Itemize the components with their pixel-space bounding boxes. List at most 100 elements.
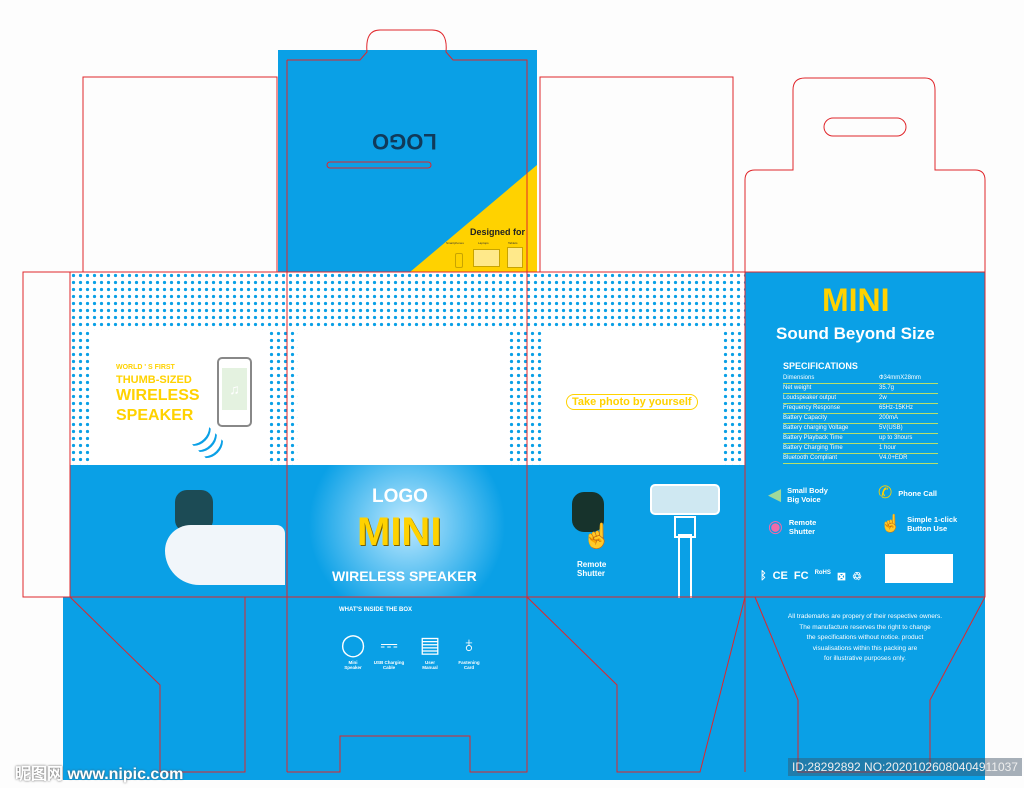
- disclaimer-line: All trademarks are propery of their resp…: [787, 613, 943, 620]
- item-line-2: Cable: [382, 665, 396, 670]
- specs-table: Dimensions Ф34mmX28mm Net weight 35.7g Louds…: [783, 374, 938, 464]
- manual-icon: ▤: [419, 632, 441, 657]
- box-item: ▤ User Manual: [413, 630, 447, 670]
- bottom-flap-back: [754, 596, 986, 773]
- spec-key: Battery charging Voltage: [783, 425, 849, 431]
- take-photo-badge: Take photo by yourself: [566, 394, 698, 410]
- halftone-mid1: [268, 330, 298, 465]
- feature-line-2: Big Voice: [787, 495, 821, 504]
- bottom-flaps: [63, 597, 985, 780]
- cert-icons: ᛒ CE FC RoHS ⊠ ♲: [760, 570, 862, 583]
- front-glow: [287, 465, 527, 597]
- box-item: ◯ Mini Speaker: [336, 630, 370, 670]
- spec-row: Loudspeaker output 2w: [783, 394, 938, 404]
- feature-line-2: Button Use: [907, 524, 948, 533]
- back-brand: MINI: [822, 282, 890, 318]
- spec-row: Battery Charging Time 1 hour: [783, 444, 938, 454]
- worlds-first: WORLD ' S FIRST: [116, 364, 175, 371]
- watermark-site: 昵图网 www.nipic.com: [15, 766, 184, 783]
- item-line-2: Card: [463, 665, 475, 670]
- spec-row: Bluetooth Compliant V4.0+EDR: [783, 454, 938, 464]
- spec-value: 65Hz-15KHz: [879, 405, 914, 411]
- box-item: ⎓ USB Charging Cable: [372, 630, 406, 670]
- device-tablets: Tablets: [508, 241, 518, 245]
- spec-key: Battery Playback Time: [783, 435, 843, 441]
- feature-line-1: Simple 1-click: [907, 515, 958, 524]
- speaker-in-hand-image: [160, 490, 285, 595]
- specs-title: SPECIFICATIONS: [783, 361, 858, 371]
- feature-item: ◀ Small Body Big Voice: [768, 485, 828, 505]
- tablet-icon: [507, 247, 523, 268]
- spec-key: Battery Capacity: [783, 415, 828, 421]
- feature-line-1: Small Body: [787, 486, 828, 495]
- hang-hole: [823, 117, 907, 137]
- item-line-1: User: [424, 660, 435, 665]
- spec-value: 2w: [879, 395, 887, 401]
- dust-flap-right: [539, 76, 734, 273]
- item-line-1: USB Charging: [373, 660, 405, 665]
- spec-value: 35.7g: [879, 385, 895, 391]
- hang-tab: [744, 77, 986, 272]
- feature-item: ☝ Simple 1-click Button Use: [880, 514, 957, 534]
- inside-title: WHAT'S INSIDE THE BOX: [339, 607, 412, 613]
- halftone-left: [70, 330, 90, 465]
- item-line-2: Manual: [422, 665, 438, 670]
- glue-flap: [22, 271, 71, 598]
- laptop-icon: [473, 249, 500, 267]
- spec-key: Battery Charging Time: [783, 445, 843, 451]
- front-brand: MINI: [357, 510, 442, 554]
- lanyard-icon: ♁: [460, 632, 478, 657]
- disclaimer-line: The manufacture reserves the right to ch…: [799, 623, 931, 631]
- front-subtitle: WIRELESS SPEAKER: [332, 568, 477, 584]
- spec-row: Battery charging Voltage 5V(USB): [783, 424, 938, 434]
- spec-key: Frequency Response: [783, 405, 841, 411]
- smartphone-icon: [455, 253, 463, 268]
- device-smartphones: Smartphones: [446, 241, 464, 245]
- disclaimer: All trademarks are propery of their resp…: [760, 612, 970, 665]
- bottom-flap-mid: [287, 597, 528, 773]
- top-flap-cut: [287, 29, 528, 272]
- feature-item: ✆ Phone Call: [878, 483, 937, 503]
- back-panel: [745, 272, 985, 597]
- remote-label-1: Remote: [577, 560, 607, 569]
- phone-music-icon: ♫: [217, 357, 252, 427]
- halftone-mid2: [508, 330, 542, 465]
- spec-value: up to 3hours: [879, 435, 913, 441]
- cert-icon: ᛒ: [760, 570, 767, 582]
- hand-click-icon: ☝: [880, 514, 902, 533]
- watermark-id: ID:28292892 NO:20201026080404911037: [788, 758, 1022, 776]
- cert-icon: CE: [772, 570, 788, 582]
- disclaimer-line: for illustrative purposes only.: [824, 655, 906, 662]
- cert-icon: ♲: [852, 571, 862, 583]
- dust-flap-left: [82, 76, 278, 273]
- halftone-right: [722, 330, 745, 465]
- feature-item: ◉ Remote Shutter: [768, 517, 816, 537]
- speaker: SPEAKER: [116, 407, 194, 424]
- spec-row: Net weight 35.7g: [783, 384, 938, 394]
- item-line-1: Mini: [348, 660, 358, 665]
- speaker-image: [572, 492, 604, 532]
- front-logo: LOGO: [372, 486, 428, 507]
- disclaimer-line: visualisations within this packing are: [812, 644, 918, 652]
- wireless: WIRELESS: [116, 387, 200, 404]
- spec-value: V4.0+EDR: [879, 455, 908, 461]
- spec-key: Dimensions: [783, 375, 815, 381]
- item-line-2: Speaker: [344, 665, 362, 670]
- spec-value: 5V(USB): [879, 425, 903, 431]
- spec-row: Frequency Response 65Hz-15KHz: [783, 404, 938, 414]
- back-tagline: Sound Beyond Size: [776, 324, 935, 343]
- item-line-1: Fastening: [458, 660, 480, 665]
- feature-line-2: Shutter: [788, 527, 816, 536]
- spec-row: Dimensions Ф34mmX28mm: [783, 374, 938, 384]
- speaker-icon: ◯: [340, 632, 366, 657]
- cert-icon: ⊠: [836, 571, 847, 583]
- spec-value: 200mA: [879, 415, 899, 421]
- feature-line-1: Remote: [788, 518, 817, 527]
- hand-tap-icon: ☝: [582, 523, 612, 550]
- phone-icon: ✆: [878, 483, 893, 502]
- cert-icon: FC: [793, 570, 809, 582]
- remote-label-2: Shutter: [577, 569, 605, 578]
- spec-value: 1 hour: [879, 445, 897, 451]
- handle-slot: [326, 161, 432, 169]
